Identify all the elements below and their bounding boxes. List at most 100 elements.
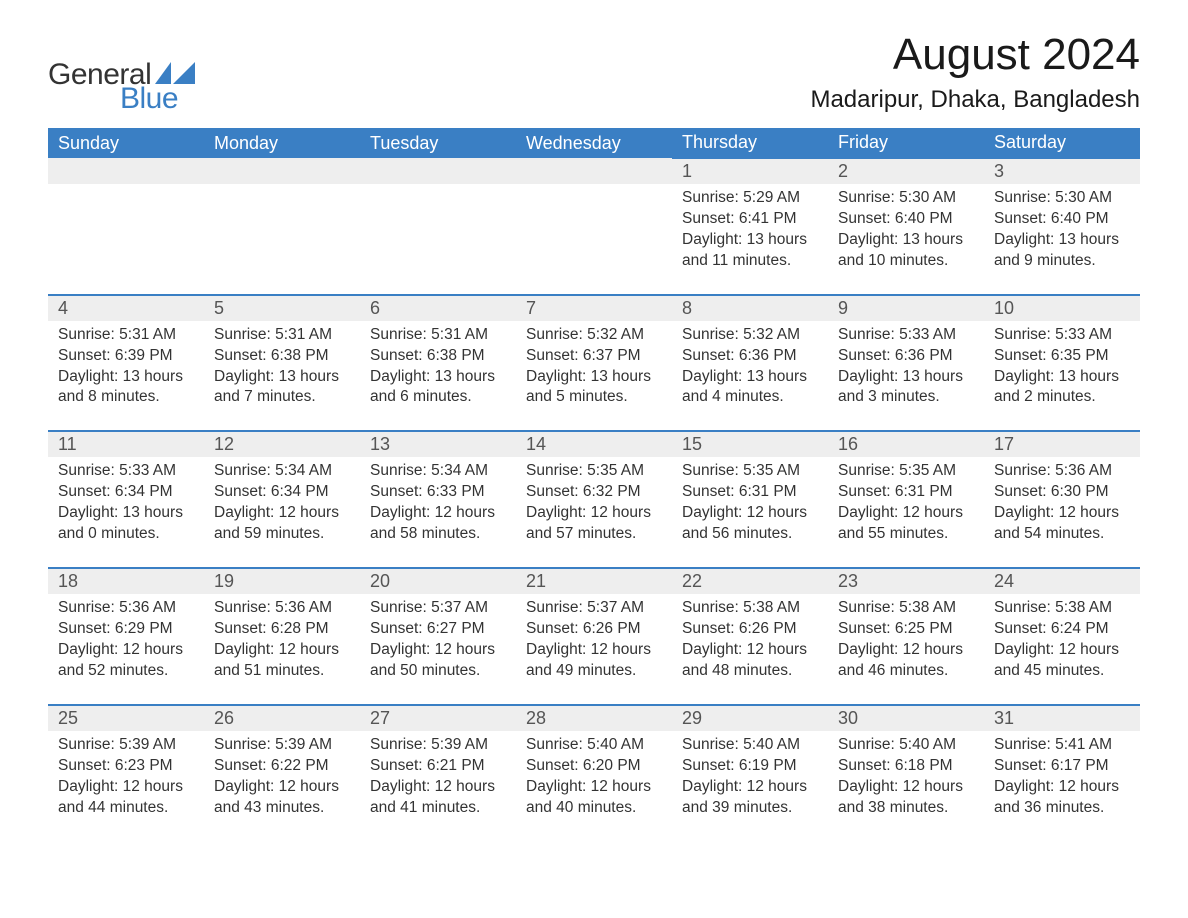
sunset-label: Sunset: — [58, 347, 115, 364]
daylight-label: Daylight: — [214, 368, 279, 385]
daylight-line: Daylight: 12 hours and 55 minutes. — [838, 503, 974, 545]
sunset-line: Sunset: 6:38 PM — [214, 346, 350, 367]
sunrise-line: Sunrise: 5:38 AM — [838, 598, 974, 619]
daylight-label: Daylight: — [994, 368, 1059, 385]
sunset-value: 6:38 PM — [271, 347, 329, 364]
sunset-line: Sunset: 6:17 PM — [994, 756, 1130, 777]
sunset-label: Sunset: — [838, 757, 895, 774]
calendar-day: 3Sunrise: 5:30 AMSunset: 6:40 PMDaylight… — [984, 158, 1140, 295]
day-number: 31 — [984, 706, 1140, 731]
day-details: Sunrise: 5:36 AMSunset: 6:30 PMDaylight:… — [984, 457, 1140, 545]
day-number: 8 — [672, 296, 828, 321]
sunset-value: 6:25 PM — [895, 620, 953, 637]
day-details: Sunrise: 5:39 AMSunset: 6:23 PMDaylight:… — [48, 731, 204, 819]
weekday-header: Monday — [204, 128, 360, 158]
sunrise-line: Sunrise: 5:35 AM — [682, 461, 818, 482]
sunset-line: Sunset: 6:25 PM — [838, 619, 974, 640]
sunset-value: 6:34 PM — [271, 483, 329, 500]
calendar-day: 29Sunrise: 5:40 AMSunset: 6:19 PMDayligh… — [672, 705, 828, 819]
day-details: Sunrise: 5:41 AMSunset: 6:17 PMDaylight:… — [984, 731, 1140, 819]
sunrise-line: Sunrise: 5:35 AM — [838, 461, 974, 482]
sunrise-label: Sunrise: — [214, 326, 275, 343]
sunset-label: Sunset: — [58, 620, 115, 637]
sunrise-label: Sunrise: — [526, 462, 587, 479]
daylight-line: Daylight: 12 hours and 45 minutes. — [994, 640, 1130, 682]
empty-day-num — [48, 158, 204, 184]
sunrise-label: Sunrise: — [214, 599, 275, 616]
day-number: 1 — [672, 159, 828, 184]
daylight-line: Daylight: 13 hours and 0 minutes. — [58, 503, 194, 545]
sunset-line: Sunset: 6:19 PM — [682, 756, 818, 777]
day-number: 22 — [672, 569, 828, 594]
day-details: Sunrise: 5:36 AMSunset: 6:29 PMDaylight:… — [48, 594, 204, 682]
day-number: 16 — [828, 432, 984, 457]
sunrise-label: Sunrise: — [58, 462, 119, 479]
sunset-line: Sunset: 6:34 PM — [214, 482, 350, 503]
day-details: Sunrise: 5:37 AMSunset: 6:27 PMDaylight:… — [360, 594, 516, 682]
sunrise-value: 5:30 AM — [899, 189, 956, 206]
daylight-label: Daylight: — [838, 368, 903, 385]
sunrise-value: 5:33 AM — [119, 462, 176, 479]
calendar-day: 22Sunrise: 5:38 AMSunset: 6:26 PMDayligh… — [672, 568, 828, 705]
daylight-label: Daylight: — [994, 504, 1059, 521]
sunrise-line: Sunrise: 5:30 AM — [994, 188, 1130, 209]
day-details: Sunrise: 5:34 AMSunset: 6:33 PMDaylight:… — [360, 457, 516, 545]
daylight-line: Daylight: 12 hours and 41 minutes. — [370, 777, 506, 819]
sunrise-value: 5:37 AM — [587, 599, 644, 616]
sunset-label: Sunset: — [526, 620, 583, 637]
sunrise-value: 5:32 AM — [743, 326, 800, 343]
daylight-line: Daylight: 13 hours and 3 minutes. — [838, 367, 974, 409]
sunrise-label: Sunrise: — [214, 462, 275, 479]
sunrise-line: Sunrise: 5:36 AM — [58, 598, 194, 619]
daylight-line: Daylight: 12 hours and 40 minutes. — [526, 777, 662, 819]
daylight-line: Daylight: 13 hours and 5 minutes. — [526, 367, 662, 409]
day-number: 15 — [672, 432, 828, 457]
sunset-line: Sunset: 6:38 PM — [370, 346, 506, 367]
sunset-line: Sunset: 6:18 PM — [838, 756, 974, 777]
day-number: 6 — [360, 296, 516, 321]
daylight-line: Daylight: 13 hours and 2 minutes. — [994, 367, 1130, 409]
calendar-day: 31Sunrise: 5:41 AMSunset: 6:17 PMDayligh… — [984, 705, 1140, 819]
daylight-line: Daylight: 12 hours and 52 minutes. — [58, 640, 194, 682]
sunrise-value: 5:36 AM — [1055, 462, 1112, 479]
title-block: August 2024 Madaripur, Dhaka, Bangladesh — [810, 30, 1140, 114]
sunrise-value: 5:36 AM — [119, 599, 176, 616]
sunset-value: 6:22 PM — [271, 757, 329, 774]
sunset-label: Sunset: — [526, 757, 583, 774]
calendar-day: 8Sunrise: 5:32 AMSunset: 6:36 PMDaylight… — [672, 295, 828, 432]
sunrise-line: Sunrise: 5:36 AM — [214, 598, 350, 619]
sunrise-line: Sunrise: 5:31 AM — [214, 325, 350, 346]
sunrise-label: Sunrise: — [370, 736, 431, 753]
empty-day-num — [204, 158, 360, 184]
calendar-week: 11Sunrise: 5:33 AMSunset: 6:34 PMDayligh… — [48, 431, 1140, 568]
day-details: Sunrise: 5:33 AMSunset: 6:35 PMDaylight:… — [984, 321, 1140, 409]
sunset-label: Sunset: — [838, 620, 895, 637]
sunrise-label: Sunrise: — [526, 736, 587, 753]
sunrise-value: 5:40 AM — [899, 736, 956, 753]
sunrise-value: 5:32 AM — [587, 326, 644, 343]
sunset-line: Sunset: 6:39 PM — [58, 346, 194, 367]
calendar-day: 1Sunrise: 5:29 AMSunset: 6:41 PMDaylight… — [672, 158, 828, 295]
daylight-label: Daylight: — [58, 368, 123, 385]
location: Madaripur, Dhaka, Bangladesh — [810, 86, 1140, 114]
sunset-line: Sunset: 6:41 PM — [682, 209, 818, 230]
sunrise-label: Sunrise: — [526, 326, 587, 343]
daylight-label: Daylight: — [838, 504, 903, 521]
sunrise-line: Sunrise: 5:29 AM — [682, 188, 818, 209]
sunrise-line: Sunrise: 5:37 AM — [526, 598, 662, 619]
calendar-day — [360, 158, 516, 295]
sunset-value: 6:32 PM — [583, 483, 641, 500]
sunset-line: Sunset: 6:29 PM — [58, 619, 194, 640]
day-details: Sunrise: 5:40 AMSunset: 6:19 PMDaylight:… — [672, 731, 828, 819]
sunset-line: Sunset: 6:26 PM — [526, 619, 662, 640]
sunset-label: Sunset: — [838, 210, 895, 227]
day-details: Sunrise: 5:32 AMSunset: 6:36 PMDaylight:… — [672, 321, 828, 409]
weekday-header: Tuesday — [360, 128, 516, 158]
sunset-label: Sunset: — [370, 483, 427, 500]
sunrise-label: Sunrise: — [838, 189, 899, 206]
calendar-day: 26Sunrise: 5:39 AMSunset: 6:22 PMDayligh… — [204, 705, 360, 819]
sunset-line: Sunset: 6:31 PM — [682, 482, 818, 503]
sunset-value: 6:36 PM — [895, 347, 953, 364]
sunset-value: 6:24 PM — [1051, 620, 1109, 637]
daylight-line: Daylight: 13 hours and 10 minutes. — [838, 230, 974, 272]
